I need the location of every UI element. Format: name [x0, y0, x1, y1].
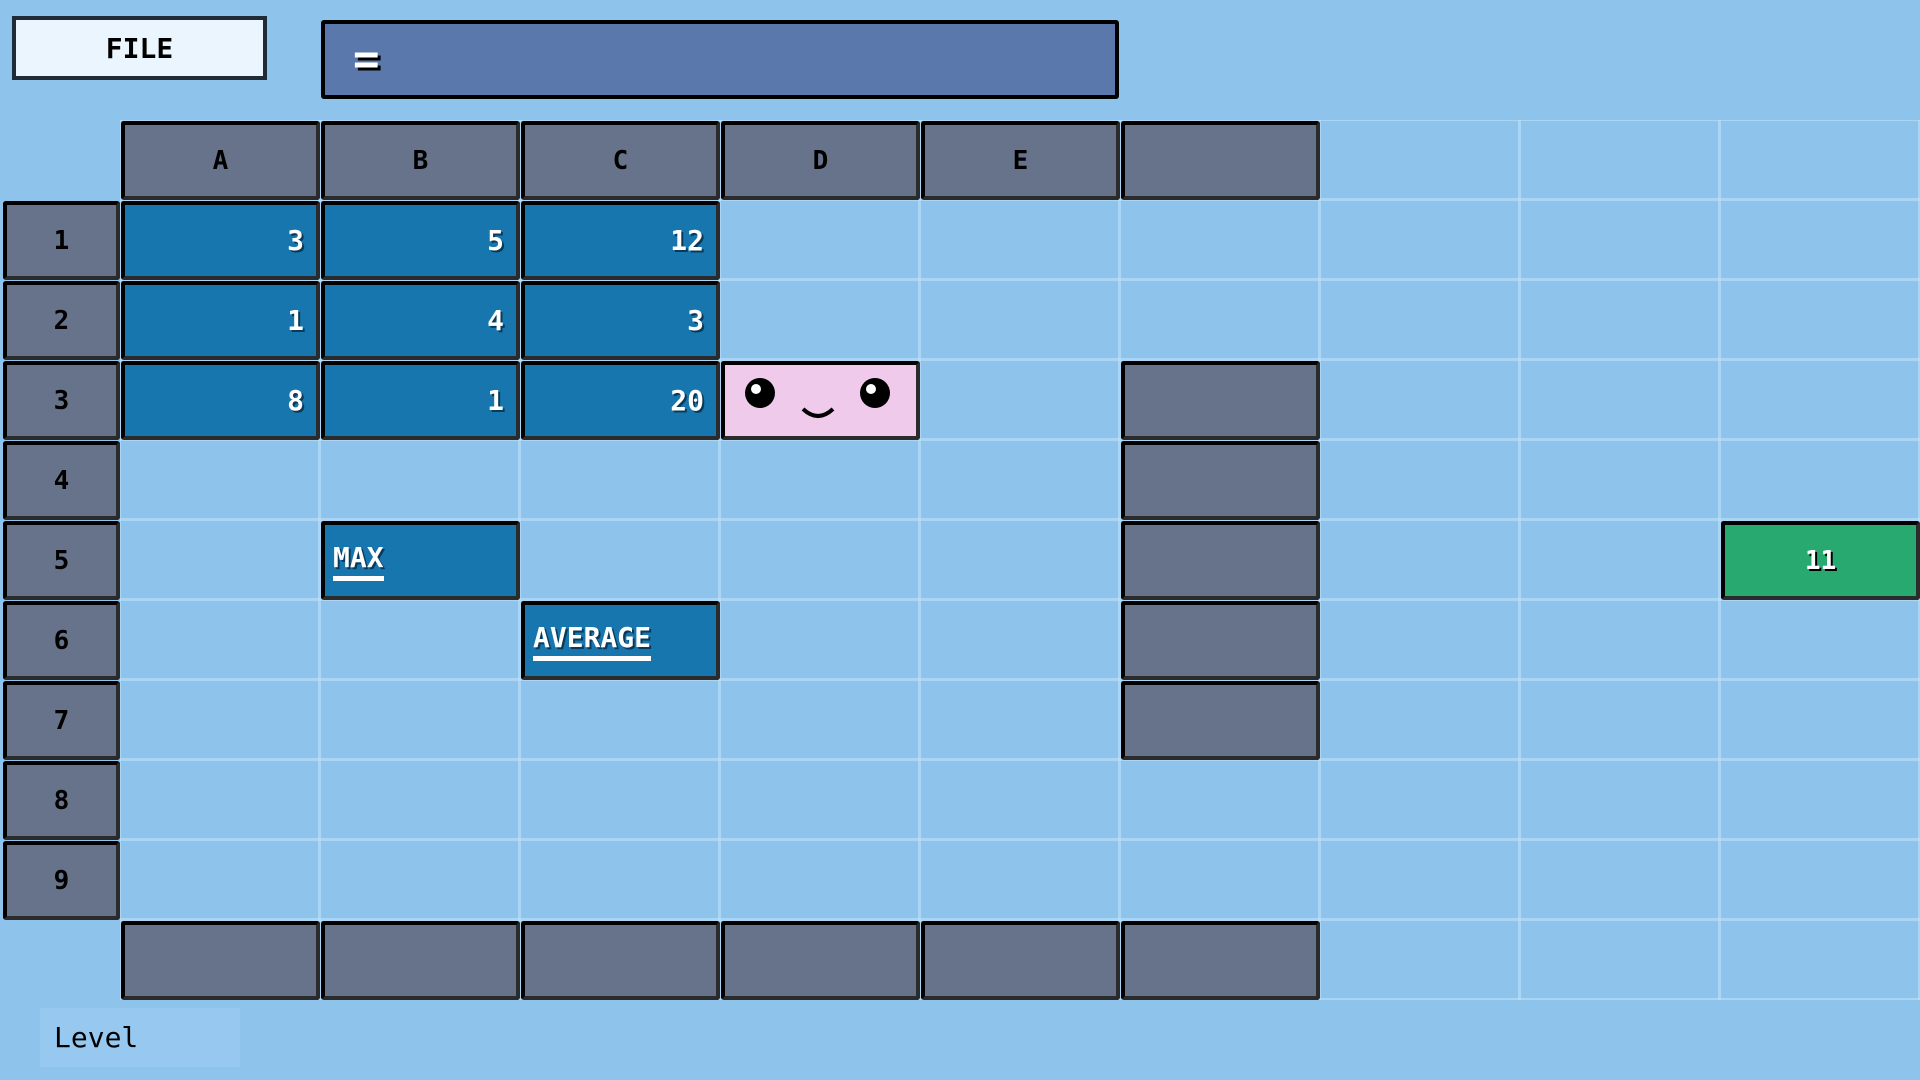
row-header-label: 3: [53, 385, 70, 416]
row-header-label: 8: [53, 785, 70, 816]
row-header-label: 1: [53, 225, 70, 256]
wall-block: [1121, 921, 1320, 1000]
row-header-label: 7: [53, 705, 70, 736]
player-character[interactable]: [721, 361, 920, 440]
goal-cell[interactable]: 11: [1721, 521, 1920, 600]
cell-C2[interactable]: 3: [521, 281, 720, 360]
goal-value: 11: [1804, 545, 1837, 576]
cell-C1[interactable]: 12: [521, 201, 720, 280]
level-text: Level: [54, 1021, 139, 1054]
function-label: AVERAGE: [533, 621, 652, 661]
row-header-3[interactable]: 3: [3, 361, 120, 440]
column-header-label: D: [812, 145, 829, 176]
column-header-D[interactable]: D: [721, 121, 920, 200]
level-label: Level: [40, 1008, 240, 1067]
function-label: MAX: [333, 541, 384, 581]
row-header-label: 2: [53, 305, 70, 336]
file-button[interactable]: FILE: [12, 16, 267, 80]
wall-block: [921, 921, 1120, 1000]
cell-value: 1: [487, 384, 504, 417]
wall-block: [121, 921, 320, 1000]
cell-B3[interactable]: 1: [321, 361, 520, 440]
wall-block: [1121, 601, 1320, 680]
wall-block: [1121, 521, 1320, 600]
cell-value: 3: [287, 224, 304, 257]
column-header-blank[interactable]: [1121, 121, 1320, 200]
cell-C3[interactable]: 20: [521, 361, 720, 440]
column-header-label: C: [612, 145, 629, 176]
row-header-8[interactable]: 8: [3, 761, 120, 840]
equals-icon: =: [353, 34, 380, 85]
wall-block: [721, 921, 920, 1000]
cell-value: 8: [287, 384, 304, 417]
row-header-7[interactable]: 7: [3, 681, 120, 760]
row-header-label: 5: [53, 545, 70, 576]
function-block-average[interactable]: AVERAGE: [521, 601, 720, 680]
row-header-6[interactable]: 6: [3, 601, 120, 680]
wall-block: [1121, 361, 1320, 440]
cell-value: 1: [287, 304, 304, 337]
cell-value: 4: [487, 304, 504, 337]
column-header-C[interactable]: C: [521, 121, 720, 200]
smiley-face-icon: [745, 378, 890, 418]
cell-value: 5: [487, 224, 504, 257]
column-header-label: A: [212, 145, 229, 176]
cell-A3[interactable]: 8: [121, 361, 320, 440]
cell-value: 3: [687, 304, 704, 337]
row-header-5[interactable]: 5: [3, 521, 120, 600]
cell-value: 12: [670, 224, 704, 257]
row-header-label: 6: [53, 625, 70, 656]
row-header-label: 4: [53, 465, 70, 496]
cell-B2[interactable]: 4: [321, 281, 520, 360]
wall-block: [1121, 681, 1320, 760]
wall-block: [321, 921, 520, 1000]
wall-block: [1121, 441, 1320, 520]
function-block-max[interactable]: MAX: [321, 521, 520, 600]
row-header-9[interactable]: 9: [3, 841, 120, 920]
formula-bar[interactable]: =: [321, 20, 1119, 99]
file-button-label: FILE: [105, 31, 174, 65]
cell-A1[interactable]: 3: [121, 201, 320, 280]
cell-B1[interactable]: 5: [321, 201, 520, 280]
cell-A2[interactable]: 1: [121, 281, 320, 360]
row-header-1[interactable]: 1: [3, 201, 120, 280]
row-header-label: 9: [53, 865, 70, 896]
column-header-E[interactable]: E: [921, 121, 1120, 200]
cell-value: 20: [670, 384, 704, 417]
row-header-4[interactable]: 4: [3, 441, 120, 520]
column-header-A[interactable]: A: [121, 121, 320, 200]
column-header-label: E: [1012, 145, 1029, 176]
row-header-2[interactable]: 2: [3, 281, 120, 360]
column-header-B[interactable]: B: [321, 121, 520, 200]
wall-block: [521, 921, 720, 1000]
column-header-label: B: [412, 145, 429, 176]
